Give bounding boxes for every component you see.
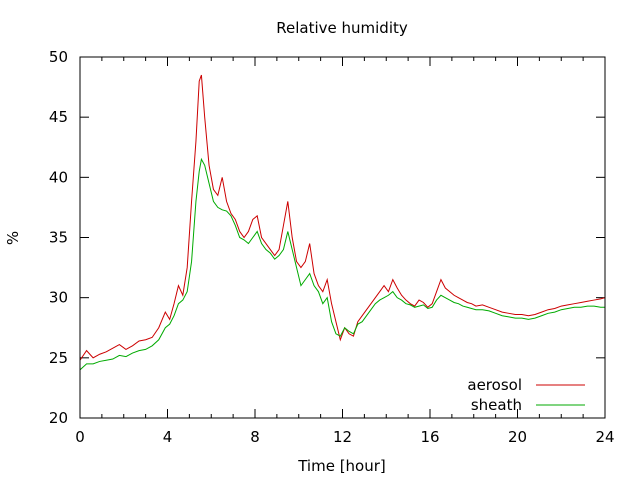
- y-tick-label: 25: [49, 349, 68, 367]
- x-tick-label: 0: [75, 428, 85, 446]
- x-tick-label: 24: [595, 428, 614, 446]
- y-tick-label: 35: [49, 229, 68, 247]
- x-tick-label: 8: [250, 428, 260, 446]
- axis-ticks: 0 4 8 12 16 20 24 20 25 30 35 40 45 50: [49, 48, 615, 446]
- y-tick-label: 45: [49, 108, 68, 126]
- plot-frame: [79, 56, 606, 419]
- x-tick-label: 12: [333, 428, 352, 446]
- series-line-sheath: [79, 157, 605, 371]
- x-tick-label: 20: [508, 428, 527, 446]
- x-tick-label: 16: [420, 428, 439, 446]
- legend: aerosol sheath: [467, 376, 585, 414]
- y-tick-label: 50: [49, 48, 68, 66]
- series-lines: [79, 74, 606, 371]
- legend-label-sheath: sheath: [471, 396, 522, 414]
- chart-title: Relative humidity: [276, 19, 408, 37]
- legend-label-aerosol: aerosol: [467, 376, 522, 394]
- y-tick-label: 20: [49, 409, 68, 427]
- y-tick-label: 30: [49, 289, 68, 307]
- series-line-aerosol: [79, 74, 606, 361]
- x-axis-label: Time [hour]: [297, 457, 386, 475]
- y-axis-label: %: [4, 231, 22, 245]
- x-tick-label: 4: [163, 428, 173, 446]
- y-tick-label: 40: [49, 168, 68, 186]
